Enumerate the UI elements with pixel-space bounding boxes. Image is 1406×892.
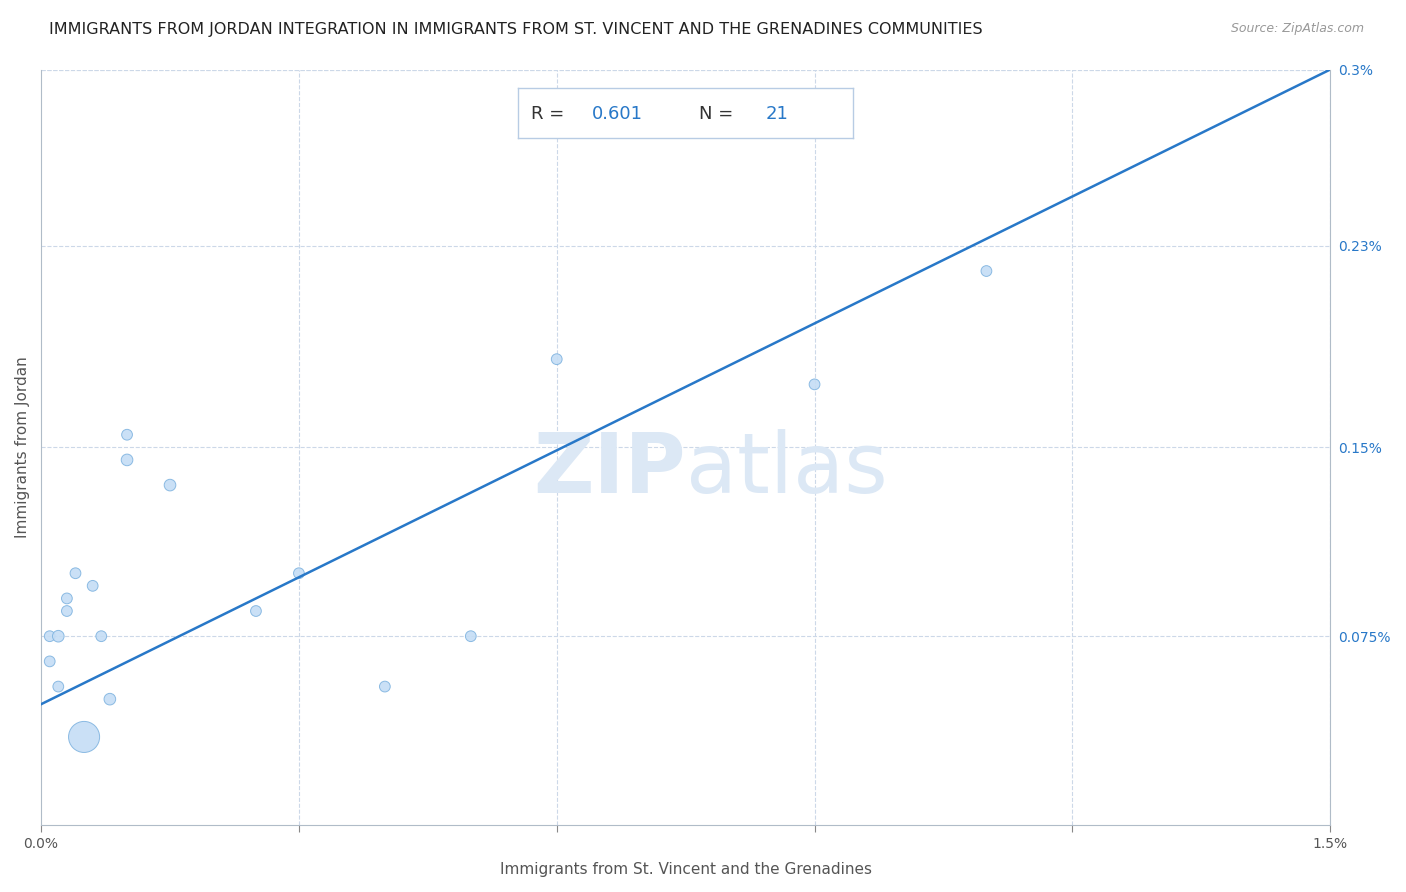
Text: Source: ZipAtlas.com: Source: ZipAtlas.com <box>1230 22 1364 36</box>
Point <box>73 730 96 744</box>
Point <box>115 453 138 467</box>
Point <box>56 591 79 606</box>
Point <box>38 654 60 668</box>
Point <box>976 264 998 278</box>
Point <box>82 579 104 593</box>
Point <box>46 629 69 643</box>
Point <box>46 680 69 694</box>
Point <box>288 566 311 581</box>
Point <box>98 692 121 706</box>
Y-axis label: Immigrants from Jordan: Immigrants from Jordan <box>15 357 30 538</box>
Point <box>803 377 825 392</box>
Text: atlas: atlas <box>686 429 887 510</box>
Text: ZIP: ZIP <box>533 429 686 510</box>
Point <box>65 566 87 581</box>
Point <box>245 604 267 618</box>
Point <box>90 629 112 643</box>
Text: IMMIGRANTS FROM JORDAN INTEGRATION IN IMMIGRANTS FROM ST. VINCENT AND THE GRENAD: IMMIGRANTS FROM JORDAN INTEGRATION IN IM… <box>49 22 983 37</box>
X-axis label: Immigrants from St. Vincent and the Grenadines: Immigrants from St. Vincent and the Gren… <box>499 862 872 877</box>
Point <box>374 680 396 694</box>
Point <box>159 478 181 492</box>
Point <box>115 427 138 442</box>
Point <box>38 629 60 643</box>
Point <box>546 352 568 367</box>
Point <box>460 629 482 643</box>
Point <box>56 604 79 618</box>
